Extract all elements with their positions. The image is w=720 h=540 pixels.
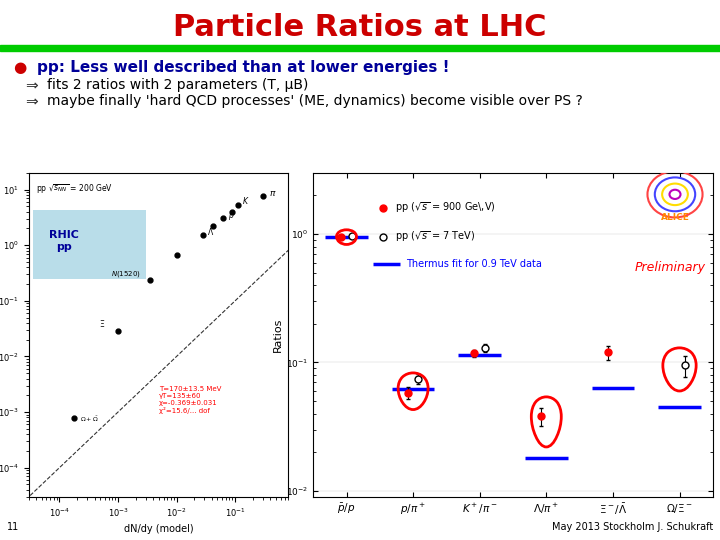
Text: $\Omega+\bar{\Omega}$: $\Omega+\bar{\Omega}$ xyxy=(80,415,99,424)
Text: $\pi$: $\pi$ xyxy=(269,189,276,198)
Text: $K$: $K$ xyxy=(242,195,250,206)
Y-axis label: Ratios: Ratios xyxy=(274,318,283,352)
Text: Preliminary: Preliminary xyxy=(635,261,706,274)
Text: maybe finally 'hard QCD processes' (ME, dynamics) become visible over PS ?: maybe finally 'hard QCD processes' (ME, … xyxy=(47,94,582,109)
Text: ⇒: ⇒ xyxy=(25,94,38,110)
Text: Particle Ratios at LHC: Particle Ratios at LHC xyxy=(174,14,546,43)
X-axis label: dN/dy (model): dN/dy (model) xyxy=(124,524,193,535)
Text: ALICE: ALICE xyxy=(660,213,690,222)
Text: pp ($\sqrt{s}$ = 7 TeV): pp ($\sqrt{s}$ = 7 TeV) xyxy=(395,230,475,244)
Text: pp ($\sqrt{s}$ = 900 Ge\,V): pp ($\sqrt{s}$ = 900 Ge\,V) xyxy=(395,200,496,215)
FancyBboxPatch shape xyxy=(32,210,146,279)
Text: $p$: $p$ xyxy=(228,212,234,222)
Text: pp: Less well described than at lower energies !: pp: Less well described than at lower en… xyxy=(37,60,450,76)
Text: $N(1520)$: $N(1520)$ xyxy=(112,269,141,279)
Text: T=170±13.5 MeV
γT=135±60
χ=-0.369±0.031
χ²=15.6/... dof: T=170±13.5 MeV γT=135±60 χ=-0.369±0.031 … xyxy=(159,386,221,414)
Text: $\Lambda$: $\Lambda$ xyxy=(207,226,215,237)
Text: ⇒: ⇒ xyxy=(25,78,38,93)
Text: 11: 11 xyxy=(7,522,19,532)
Text: pp $\sqrt{s_{NN}}$ = 200 GeV: pp $\sqrt{s_{NN}}$ = 200 GeV xyxy=(36,183,113,196)
Text: RHIC
pp: RHIC pp xyxy=(49,230,79,252)
Text: ●: ● xyxy=(13,60,26,76)
Text: fits 2 ratios with 2 parameters (T, μB): fits 2 ratios with 2 parameters (T, μB) xyxy=(47,78,308,92)
Text: Thermus fit for 0.9 TeV data: Thermus fit for 0.9 TeV data xyxy=(406,259,542,269)
Text: May 2013 Stockholm J. Schukraft: May 2013 Stockholm J. Schukraft xyxy=(552,522,713,532)
Text: $\Xi$: $\Xi$ xyxy=(99,318,104,329)
